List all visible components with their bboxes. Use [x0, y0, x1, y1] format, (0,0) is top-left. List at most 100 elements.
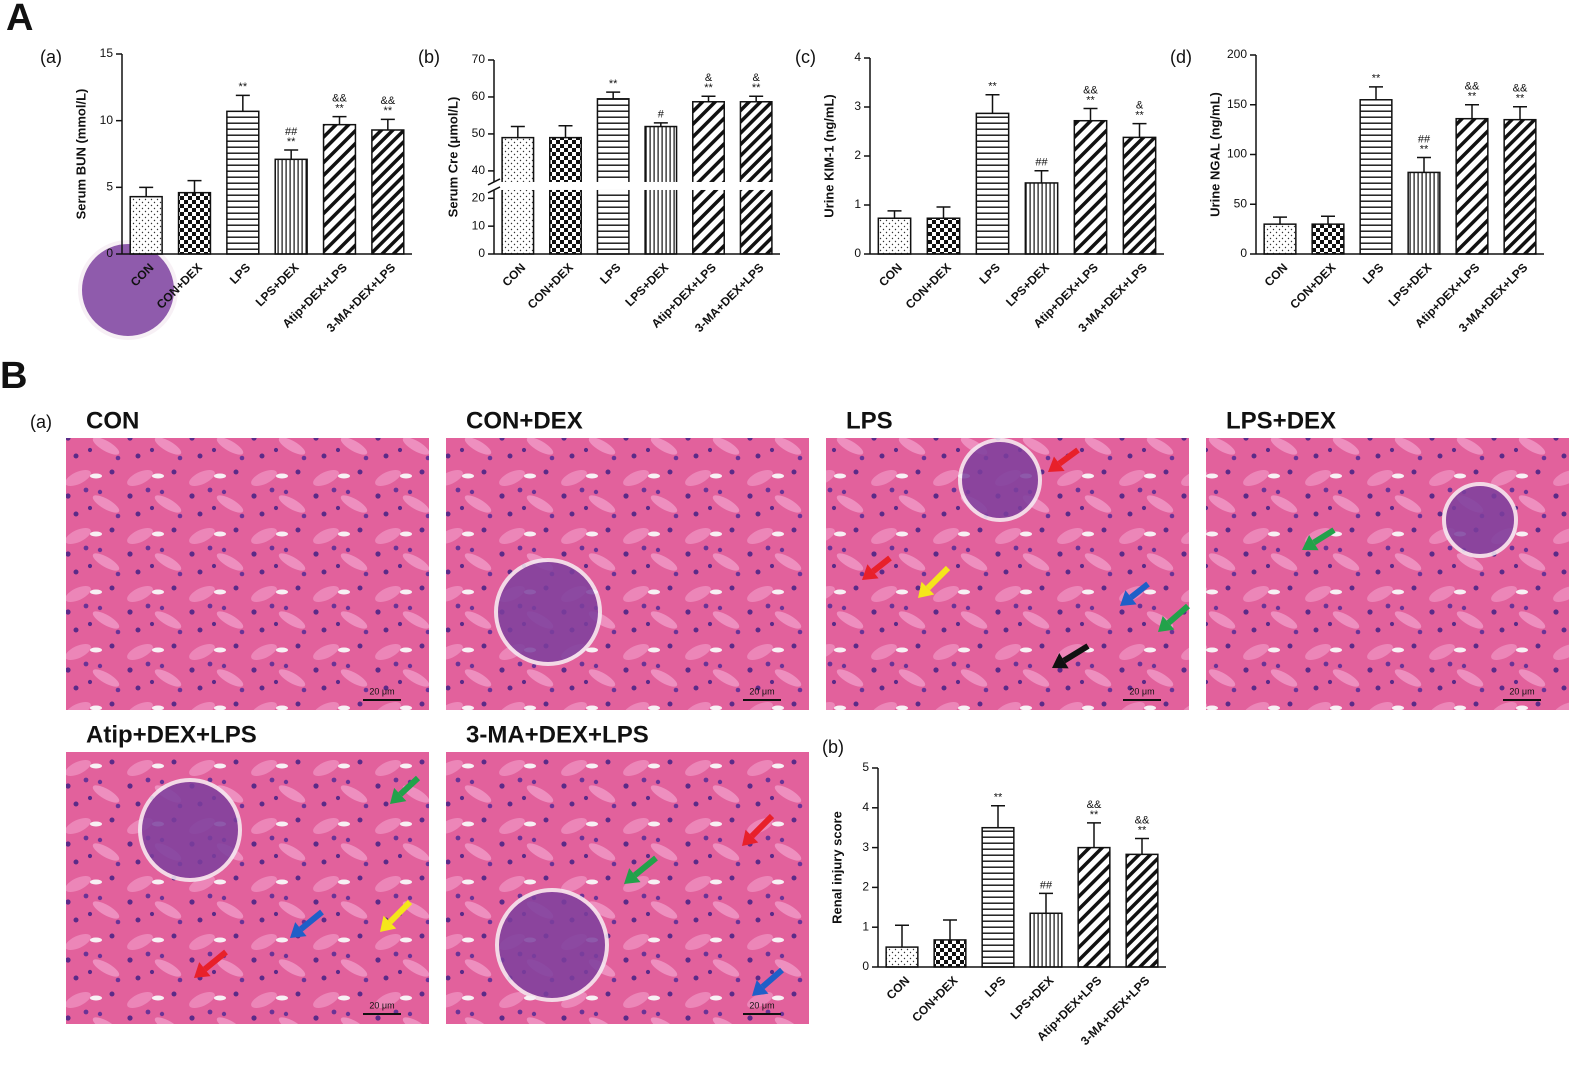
- image-title: 3-MA+DEX+LPS: [466, 721, 649, 748]
- bar: [1029, 912, 1063, 968]
- error-bar: [895, 924, 909, 948]
- glomerulus: [138, 778, 242, 882]
- arrow-head: [1120, 590, 1137, 606]
- error-bar: [332, 115, 347, 125]
- error-bar: [380, 118, 395, 130]
- error-bar: [606, 91, 621, 99]
- bar: [1024, 182, 1059, 255]
- significance-mark: &: [752, 72, 760, 84]
- arrow: [202, 949, 228, 972]
- x-tick-label: LPS+DEX: [253, 260, 302, 309]
- bar: [226, 110, 260, 255]
- y-tick-label: 0: [106, 246, 113, 260]
- error-bar: [558, 125, 573, 138]
- y-tick-label: 100: [1227, 147, 1247, 161]
- bar: [1503, 118, 1537, 255]
- significance-mark: ##: [1040, 879, 1053, 891]
- y-tick-label: 50: [1234, 196, 1248, 210]
- significance-mark: ##: [1035, 157, 1048, 169]
- bar: [739, 101, 773, 255]
- histology-image: [66, 438, 429, 710]
- significance-mark: **: [1090, 809, 1099, 821]
- bar: [1125, 853, 1159, 968]
- chart-label: (b): [418, 47, 440, 67]
- y-tick-label: 0: [862, 959, 869, 973]
- image-title: LPS: [846, 407, 893, 434]
- arrow: [387, 899, 413, 925]
- x-tick-label: CON+DEX: [1287, 260, 1338, 311]
- arrow-head: [1302, 534, 1319, 551]
- bar: [1359, 99, 1393, 255]
- error-bar: [1273, 216, 1287, 225]
- error-bar: [936, 206, 951, 219]
- x-tick-label: CON+DEX: [525, 260, 576, 311]
- scale-label: 20 μm: [1129, 686, 1154, 696]
- bar: [129, 195, 163, 255]
- chart-label: (c): [795, 47, 816, 67]
- y-tick-label: 0: [1240, 246, 1247, 260]
- significance-mark: **: [752, 82, 761, 94]
- significance-mark: &&: [1087, 799, 1102, 811]
- significance-mark: &&: [332, 93, 347, 105]
- y-tick-label: 10: [472, 218, 486, 232]
- significance-mark: **: [384, 105, 393, 117]
- significance-mark: **: [287, 136, 296, 148]
- significance-mark: &&: [1135, 814, 1150, 826]
- significance-mark: &&: [1513, 83, 1528, 95]
- y-tick-label: 2: [862, 880, 869, 894]
- x-tick-label: CON: [884, 973, 913, 1002]
- arrow-head: [290, 922, 307, 938]
- y-axis-label: Urine NGAL (ng/mL): [1207, 92, 1222, 217]
- image-title: CON: [86, 407, 139, 434]
- significance-mark: ##: [285, 126, 298, 138]
- bar: [975, 112, 1010, 255]
- y-tick-label: 50: [472, 126, 486, 140]
- bar: [1311, 223, 1345, 255]
- significance-mark: #: [658, 109, 665, 121]
- bar: [177, 191, 212, 255]
- image-title: CON+DEX: [466, 407, 583, 434]
- y-tick-label: 4: [854, 50, 861, 64]
- bar: [1263, 223, 1297, 255]
- error-bar: [1034, 169, 1049, 183]
- chart-label: (d): [1170, 47, 1192, 67]
- significance-mark: &&: [1083, 84, 1098, 96]
- error-bar: [139, 186, 154, 197]
- significance-mark: &: [705, 72, 713, 84]
- significance-mark: **: [1138, 824, 1147, 836]
- y-tick-label: 4: [862, 800, 869, 814]
- error-bar: [887, 210, 902, 219]
- y-tick-label: 1: [854, 197, 861, 211]
- error-bar: [943, 919, 957, 940]
- y-axis-label: Renal injury score: [829, 811, 844, 924]
- y-tick-label: 5: [862, 760, 869, 774]
- significance-mark: **: [1468, 91, 1477, 103]
- error-bar: [1135, 837, 1149, 855]
- arrow: [871, 555, 892, 574]
- glomerulus: [494, 558, 602, 666]
- scale-label: 20 μm: [369, 1000, 394, 1010]
- y-axis-label: Serum Cre (μmol/L): [445, 97, 460, 218]
- bar: [322, 123, 357, 255]
- x-tick-label: LPS+DEX: [622, 260, 671, 309]
- bar: [644, 125, 678, 255]
- histology-image: [446, 438, 809, 710]
- arrow: [1129, 581, 1150, 600]
- scale-label: 20 μm: [1509, 686, 1534, 696]
- y-tick-label: 0: [478, 246, 485, 260]
- significance-mark: &&: [1465, 81, 1480, 93]
- y-tick-label: 150: [1227, 97, 1247, 111]
- y-tick-label: 0: [854, 246, 861, 260]
- significance-mark: &: [1136, 100, 1144, 112]
- panel-letter: B: [0, 355, 27, 397]
- error-bar: [1087, 822, 1101, 848]
- y-tick-label: 3: [854, 99, 861, 113]
- x-tick-label: LPS+DEX: [1008, 973, 1057, 1022]
- error-bar: [1369, 86, 1383, 100]
- bar: [1122, 136, 1157, 255]
- glomerulus: [1442, 482, 1518, 558]
- arrow-head: [752, 980, 769, 996]
- arrow: [1057, 447, 1080, 467]
- bar: [274, 158, 308, 255]
